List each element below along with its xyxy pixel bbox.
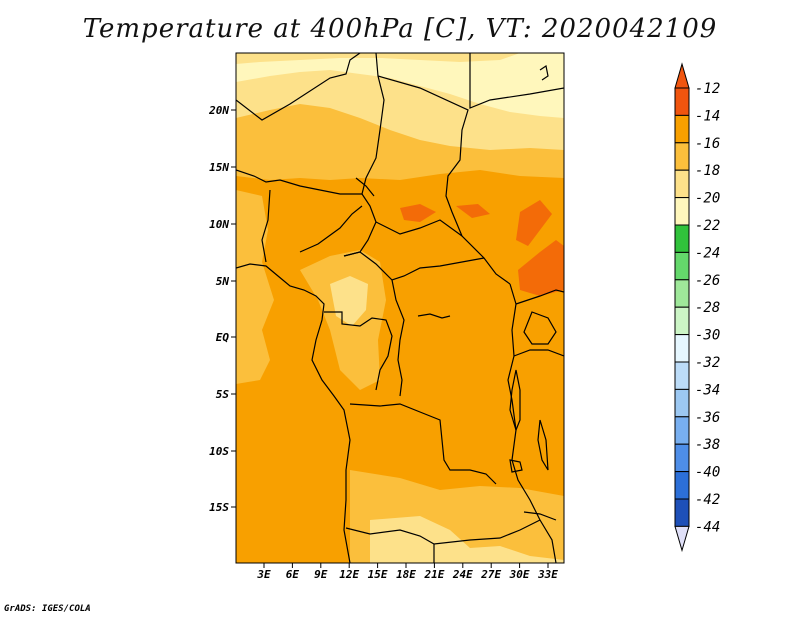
temperature-field bbox=[236, 53, 564, 563]
border-zambia-zimbabwe bbox=[523, 511, 557, 521]
colorbar-swatch bbox=[674, 361, 690, 390]
colorbar-label: -38 bbox=[695, 437, 720, 453]
border-niger-nigeria bbox=[236, 169, 362, 195]
lon-label: 30E bbox=[509, 568, 530, 581]
colorbar-swatch bbox=[674, 306, 690, 336]
colorbar-swatch bbox=[674, 87, 690, 116]
lat-label: 5S bbox=[216, 388, 230, 401]
lon-label: 21E bbox=[423, 568, 444, 581]
colorbar-swatch bbox=[674, 224, 690, 253]
warm-spot-3 bbox=[516, 200, 552, 246]
border-car-south bbox=[343, 251, 485, 281]
colorbar-label: -30 bbox=[695, 328, 720, 344]
lat-label: 15S bbox=[209, 501, 229, 514]
lon-label: 3E bbox=[256, 568, 271, 581]
country-borders bbox=[236, 53, 564, 563]
lon-label: 15E bbox=[368, 568, 388, 581]
sinai-coast bbox=[539, 65, 549, 81]
lon-label: 24E bbox=[452, 568, 473, 581]
border-angola-drc bbox=[349, 403, 497, 485]
lon-label: 12E bbox=[339, 568, 359, 581]
lake-malawi bbox=[537, 419, 549, 471]
colorbar-label: -36 bbox=[695, 410, 720, 426]
colorbar-swatch bbox=[674, 388, 690, 418]
border-sudan bbox=[377, 75, 511, 285]
border-north-1 bbox=[236, 53, 361, 121]
lon-label: 9E bbox=[314, 568, 328, 581]
lake-chad bbox=[355, 177, 375, 197]
colorbar-label: -18 bbox=[695, 163, 720, 179]
band-14-16-sw bbox=[236, 478, 340, 563]
colorbar-label: -44 bbox=[695, 519, 720, 535]
border-chad bbox=[343, 53, 385, 257]
colorbar-label: -26 bbox=[695, 273, 720, 289]
border-car-north bbox=[375, 219, 463, 237]
colorbar-swatch bbox=[674, 279, 690, 308]
colorbar-label: -40 bbox=[695, 465, 720, 481]
lon-label: 6E bbox=[286, 568, 300, 581]
colorbar-top-arrow bbox=[674, 62, 690, 89]
lat-label: 20N bbox=[208, 104, 229, 117]
lat-label: 5N bbox=[216, 275, 230, 288]
colorbar-swatch bbox=[674, 114, 690, 144]
warm-spot-4 bbox=[518, 240, 564, 296]
band-18-20-south bbox=[370, 516, 564, 563]
map-title: Temperature at 400hPa [C], VT: 202004210… bbox=[82, 14, 718, 44]
lon-label: 18E bbox=[396, 568, 416, 581]
band-18-20-top bbox=[236, 53, 520, 64]
colorbar-swatch bbox=[674, 443, 690, 473]
colorbar-label: -16 bbox=[695, 136, 720, 152]
warm-spot-1 bbox=[400, 204, 436, 222]
lake-mweru bbox=[509, 459, 523, 473]
colorbar-label: -12 bbox=[695, 81, 720, 97]
lat-label: 15N bbox=[209, 161, 229, 174]
colorbar-label: -22 bbox=[695, 218, 720, 234]
colorbar: -12 -14 -16 -18 -20 -22 -24 -26 -28 -30 -32 -34 -36 -… bbox=[674, 62, 720, 553]
coastline bbox=[236, 263, 351, 563]
colorbar-label: -14 bbox=[695, 108, 720, 124]
colorbar-swatch bbox=[674, 498, 690, 527]
border-cameroon-nigeria bbox=[299, 205, 363, 253]
colorbar-swatch bbox=[674, 471, 690, 500]
band-20-22-north bbox=[236, 53, 564, 118]
colorbar-label: -34 bbox=[695, 382, 720, 398]
border-gabon-congo bbox=[324, 311, 393, 391]
latitude-axis: 20N 15N 10N 5N EQ 5S 10S 15S bbox=[208, 104, 236, 514]
band-16-18-west bbox=[236, 190, 274, 384]
colorbar-swatch bbox=[674, 169, 690, 199]
colorbar-bottom-arrow bbox=[674, 525, 690, 553]
border-benin bbox=[261, 189, 271, 263]
colorbar-label: -32 bbox=[695, 355, 720, 371]
lake-tanganyika bbox=[509, 369, 521, 432]
lat-label: 10N bbox=[209, 218, 229, 231]
warm-spot-2 bbox=[456, 204, 490, 218]
colorbar-label: -28 bbox=[695, 300, 720, 316]
longitude-axis: 3E 6E 9E 12E 15E 18E 21E 24E 27E 30E 33E bbox=[256, 563, 558, 581]
lat-label: EQ bbox=[216, 331, 230, 344]
grads-credit: GrADS: IGES/COLA bbox=[4, 604, 91, 614]
border-congo-drc bbox=[391, 279, 405, 397]
colorbar-swatch bbox=[674, 334, 690, 363]
lake-victoria bbox=[523, 311, 557, 345]
border-tanzania bbox=[513, 349, 564, 357]
map-frame bbox=[235, 52, 565, 564]
colorbar-swatch bbox=[674, 142, 690, 171]
river-congo-1 bbox=[417, 313, 451, 319]
lon-label: 33E bbox=[537, 568, 558, 581]
colorbar-swatch bbox=[674, 416, 690, 445]
colorbar-swatch bbox=[674, 197, 690, 226]
border-egypt bbox=[469, 53, 564, 109]
colorbar-label: -42 bbox=[695, 492, 720, 508]
colorbar-label: -20 bbox=[695, 191, 720, 207]
border-uganda bbox=[515, 289, 564, 305]
colorbar-label: -24 bbox=[695, 245, 720, 261]
lat-label: 10S bbox=[209, 445, 229, 458]
band-18-20-gabon bbox=[330, 276, 368, 326]
lon-label: 27E bbox=[480, 568, 501, 581]
colorbar-swatch bbox=[674, 251, 690, 281]
